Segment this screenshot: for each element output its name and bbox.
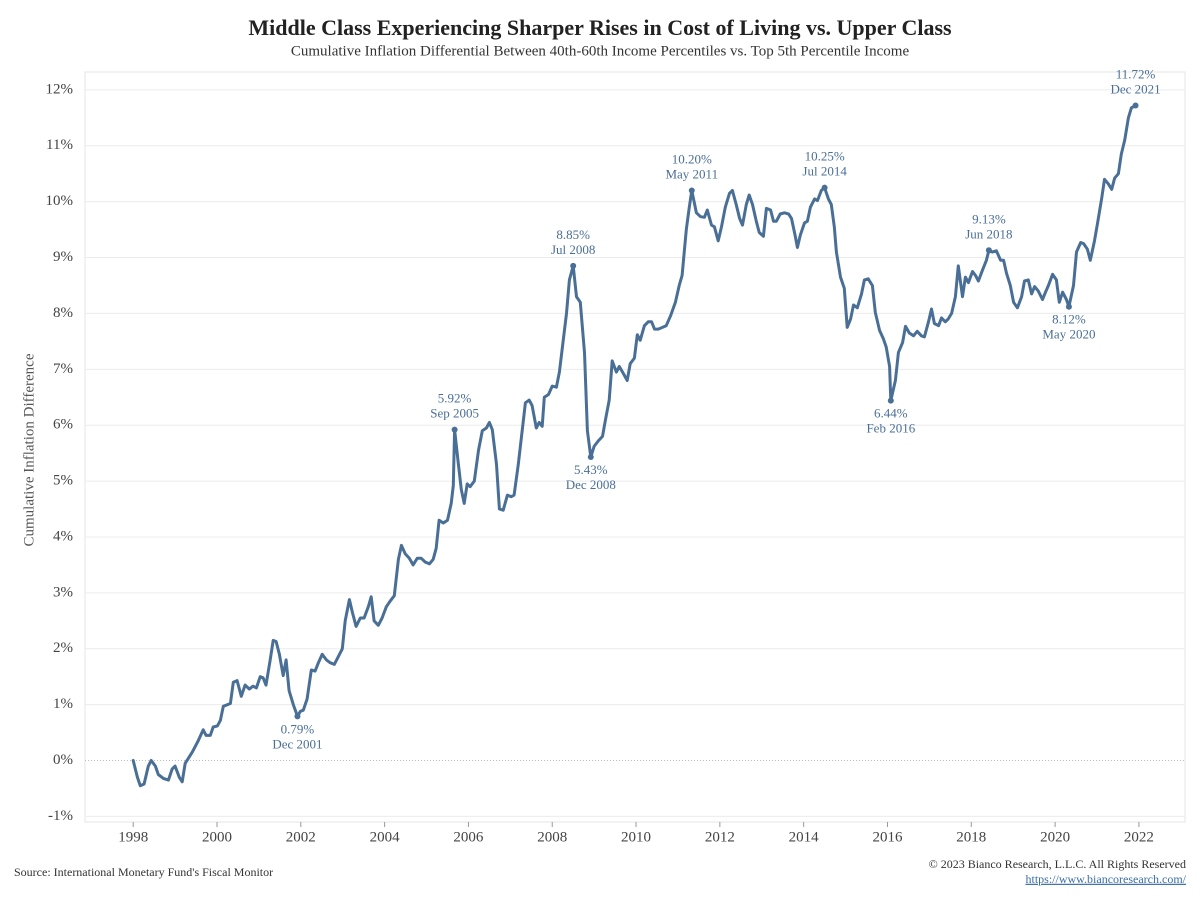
annotation-value: 5.92%: [438, 391, 472, 406]
annotation-value: 11.72%: [1116, 67, 1156, 82]
x-tick-label: 2006: [453, 829, 484, 845]
chart-subtitle: Cumulative Inflation Differential Betwee…: [291, 43, 910, 59]
annotation-date: Jun 2018: [965, 226, 1012, 241]
x-tick-label: 1998: [118, 829, 148, 845]
annotation-point: [688, 187, 695, 194]
annotation-date: Jul 2008: [551, 242, 595, 257]
x-tick-label: 2014: [789, 829, 820, 845]
x-tick-label: 2016: [872, 829, 903, 845]
annotation-point: [821, 184, 828, 191]
y-tick-label: 6%: [53, 417, 73, 433]
annotation-value: 8.85%: [556, 227, 590, 242]
annotation-point: [1132, 102, 1139, 109]
annotation-value: 0.79%: [281, 721, 315, 736]
annotation-point: [887, 397, 894, 404]
annotation-point: [294, 713, 301, 720]
x-tick-label: 2020: [1040, 829, 1070, 845]
plot-frame: [84, 71, 1186, 823]
x-tick-label: 2000: [202, 829, 232, 845]
data-line: [131, 104, 1138, 788]
y-tick-label: -1%: [48, 808, 73, 824]
y-tick-label: 8%: [53, 305, 73, 321]
source: Source: International Monetary Fund's Fi…: [14, 865, 273, 879]
y-tick-label: 12%: [46, 81, 74, 97]
annotation-value: 10.20%: [672, 151, 712, 166]
y-tick-label: 10%: [46, 193, 74, 209]
x-tick-label: 2022: [1124, 829, 1154, 845]
x-tick-label: 2004: [370, 829, 401, 845]
annotation-point: [451, 426, 458, 433]
x-tick-label: 2018: [956, 829, 986, 845]
x-tick-label: 2010: [621, 829, 651, 845]
annotation-point: [587, 454, 594, 461]
annotation-point: [1065, 303, 1072, 310]
y-tick-label: 0%: [53, 752, 73, 768]
annotation-date: Dec 2008: [566, 477, 616, 492]
annotation-value: 8.12%: [1052, 312, 1086, 327]
annotation-date: Dec 2021: [1110, 82, 1160, 97]
annotation-date: May 2020: [1042, 327, 1095, 342]
y-tick-label: 7%: [53, 361, 73, 377]
chart-title: Middle Class Experiencing Sharper Rises …: [248, 15, 952, 40]
annotation-value: 9.13%: [972, 211, 1006, 226]
y-tick-label: 5%: [53, 473, 73, 489]
annotation-date: Dec 2001: [272, 736, 322, 751]
y-tick-label: 3%: [53, 584, 73, 600]
annotation-date: Jul 2014: [802, 164, 847, 179]
y-axis-label: Cumulative Inflation Difference: [21, 353, 37, 546]
y-tick-label: 2%: [53, 640, 73, 656]
annotation-value: 5.43%: [574, 462, 608, 477]
y-tick-label: 1%: [53, 696, 73, 712]
y-tick-label: 4%: [53, 528, 73, 544]
website-link[interactable]: https://www.biancoresearch.com/: [1025, 872, 1186, 886]
x-tick-label: 2012: [705, 829, 735, 845]
x-tick-label: 2008: [537, 829, 567, 845]
annotation-date: Feb 2016: [866, 421, 915, 436]
annotation-point: [570, 262, 577, 269]
y-tick-label: 9%: [53, 249, 73, 265]
y-tick-label: 11%: [46, 137, 73, 153]
annotation-value: 10.25%: [805, 149, 845, 164]
annotation-date: Sep 2005: [430, 406, 479, 421]
x-tick-label: 2002: [286, 829, 316, 845]
copyright: © 2023 Bianco Research, L.L.C. All Right…: [929, 857, 1186, 871]
annotation-date: May 2011: [665, 166, 718, 181]
annotation-point: [985, 247, 992, 254]
annotation-value: 6.44%: [874, 406, 908, 421]
